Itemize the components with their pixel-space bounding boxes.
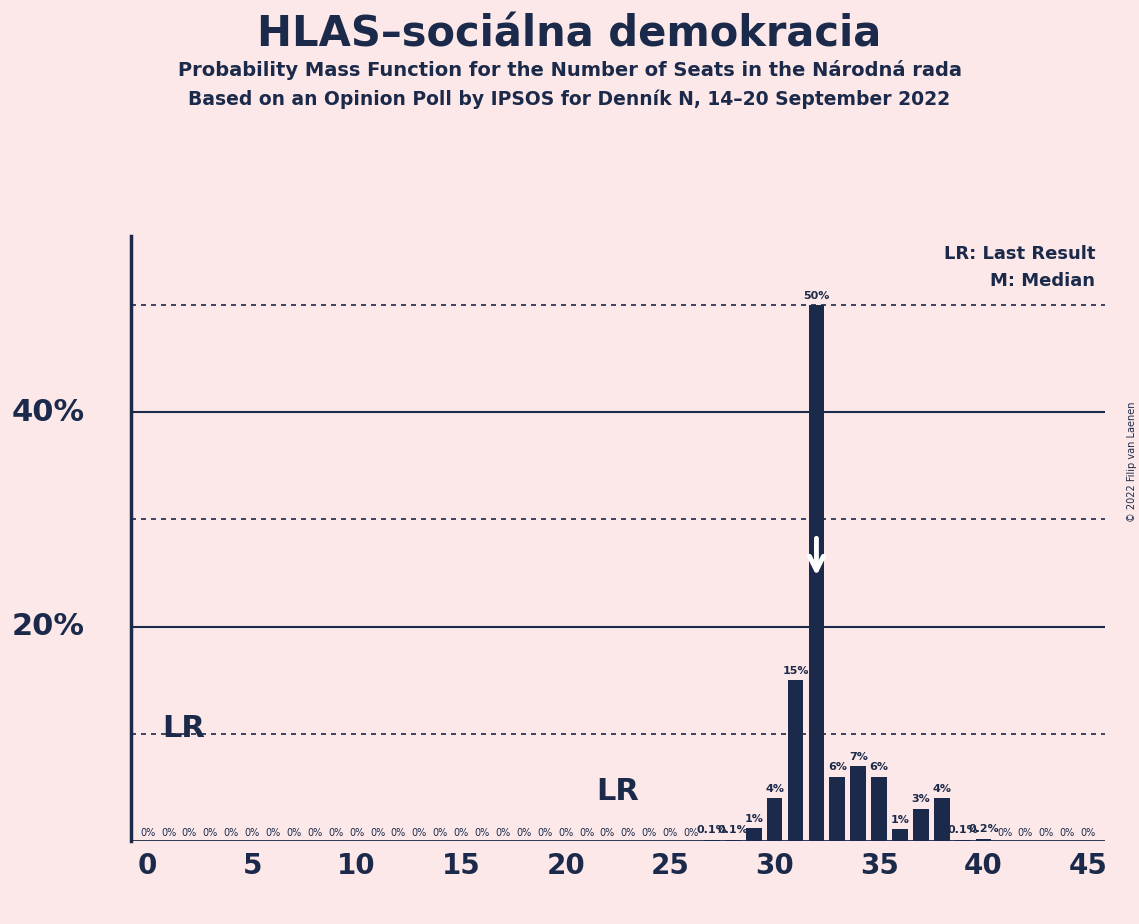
Text: 0%: 0% <box>161 828 177 838</box>
Bar <box>954 840 970 841</box>
Text: Based on an Opinion Poll by IPSOS for Denník N, 14–20 September 2022: Based on an Opinion Poll by IPSOS for De… <box>188 90 951 109</box>
Text: 0%: 0% <box>558 828 573 838</box>
Text: 0%: 0% <box>1018 828 1033 838</box>
Text: 0%: 0% <box>683 828 698 838</box>
Text: 50%: 50% <box>803 291 829 301</box>
Bar <box>913 808 928 841</box>
Text: M: Median: M: Median <box>990 272 1095 290</box>
Text: 4%: 4% <box>933 784 951 794</box>
Text: 0%: 0% <box>245 828 260 838</box>
Text: 6%: 6% <box>828 762 846 772</box>
Text: 4%: 4% <box>765 784 784 794</box>
Bar <box>851 766 866 841</box>
Text: 0%: 0% <box>663 828 678 838</box>
Text: 0.1%: 0.1% <box>697 825 728 835</box>
Text: 1%: 1% <box>744 814 763 823</box>
Text: 0.1%: 0.1% <box>948 825 978 835</box>
Text: 1%: 1% <box>891 815 909 825</box>
Text: 0%: 0% <box>433 828 448 838</box>
Bar <box>934 798 950 841</box>
Text: 0%: 0% <box>1039 828 1054 838</box>
Text: 0%: 0% <box>140 828 155 838</box>
Bar <box>871 776 887 841</box>
Text: 0%: 0% <box>308 828 322 838</box>
Text: Probability Mass Function for the Number of Seats in the Národná rada: Probability Mass Function for the Number… <box>178 60 961 80</box>
Text: 20%: 20% <box>13 612 85 641</box>
Text: 0%: 0% <box>475 828 490 838</box>
Text: 0%: 0% <box>1081 828 1096 838</box>
Text: © 2022 Filip van Laenen: © 2022 Filip van Laenen <box>1126 402 1137 522</box>
Text: 0%: 0% <box>328 828 344 838</box>
Text: 15%: 15% <box>782 666 809 675</box>
Bar <box>788 680 803 841</box>
Text: 3%: 3% <box>911 795 931 805</box>
Bar <box>726 840 740 841</box>
Bar <box>976 839 991 841</box>
Text: 0%: 0% <box>579 828 595 838</box>
Text: 0%: 0% <box>412 828 427 838</box>
Text: 0%: 0% <box>223 828 239 838</box>
Bar <box>704 840 720 841</box>
Text: 0%: 0% <box>997 828 1013 838</box>
Bar <box>767 798 782 841</box>
Text: 0.2%: 0.2% <box>968 824 999 834</box>
Text: LR: Last Result: LR: Last Result <box>943 245 1095 262</box>
Text: 0%: 0% <box>1059 828 1075 838</box>
Text: HLAS–sociálna demokracia: HLAS–sociálna demokracia <box>257 14 882 55</box>
Text: 0%: 0% <box>516 828 532 838</box>
Text: LR: LR <box>597 777 639 806</box>
Text: 0%: 0% <box>495 828 510 838</box>
Text: 0%: 0% <box>600 828 615 838</box>
Text: 0%: 0% <box>203 828 218 838</box>
Bar <box>746 828 762 841</box>
Bar <box>892 829 908 841</box>
Text: 0.1%: 0.1% <box>718 825 748 835</box>
Text: 0%: 0% <box>182 828 197 838</box>
Text: LR: LR <box>163 714 205 743</box>
Text: 0%: 0% <box>453 828 469 838</box>
Text: 0%: 0% <box>621 828 636 838</box>
Text: 0%: 0% <box>286 828 302 838</box>
Text: 0%: 0% <box>538 828 552 838</box>
Bar <box>829 776 845 841</box>
Text: 0%: 0% <box>370 828 385 838</box>
Text: 0%: 0% <box>391 828 407 838</box>
Text: 0%: 0% <box>265 828 280 838</box>
Text: 0%: 0% <box>641 828 657 838</box>
Bar <box>809 305 825 841</box>
Text: 40%: 40% <box>11 398 85 427</box>
Text: 6%: 6% <box>870 762 888 772</box>
Text: 0%: 0% <box>349 828 364 838</box>
Text: 7%: 7% <box>849 751 868 761</box>
